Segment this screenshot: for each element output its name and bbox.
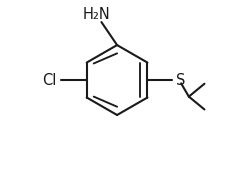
Text: H₂N: H₂N	[83, 7, 111, 22]
Text: Cl: Cl	[42, 72, 56, 88]
Text: S: S	[176, 72, 185, 88]
